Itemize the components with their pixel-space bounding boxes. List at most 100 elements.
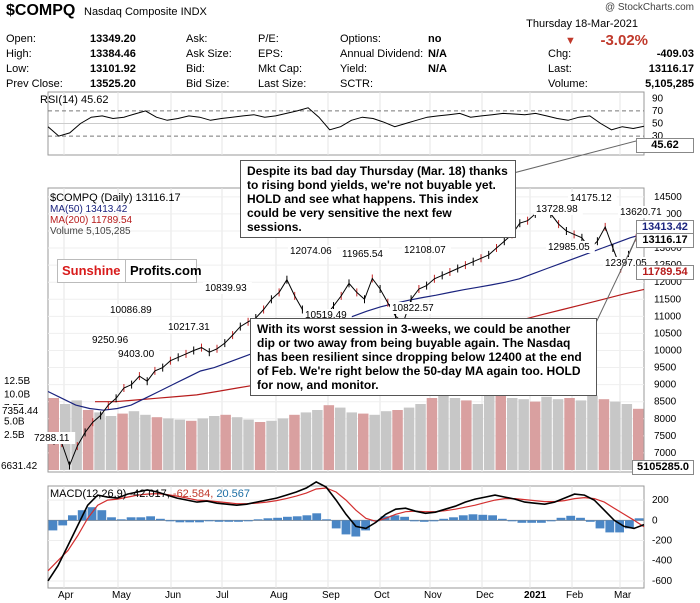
macd-histogram-bar <box>107 517 116 521</box>
volume-bar <box>266 420 277 470</box>
volume-axis-tick: 10.0B <box>4 390 30 401</box>
macd-histogram-bar <box>634 518 644 521</box>
price-annotation-bg <box>568 192 617 204</box>
macd-axis-tick: 0 <box>652 515 658 526</box>
price-axis-tick: 14500 <box>654 192 682 203</box>
macd-histogram-bar <box>165 520 175 522</box>
price-annotation-bg <box>0 405 44 417</box>
price-annotation-bg <box>166 321 215 333</box>
macd-histogram-bar <box>341 520 351 535</box>
callout-top: Despite its bad day Thursday (Mar. 18) t… <box>240 160 516 238</box>
price-annotation: 13620.71 <box>620 207 662 218</box>
volume-bar <box>174 419 186 470</box>
volume-bar <box>151 417 163 470</box>
volume-bar <box>610 401 621 470</box>
volume-bar <box>415 404 426 470</box>
macd-histogram-bar <box>58 520 68 526</box>
price-annotation-bg <box>546 241 595 253</box>
price-annotation-bg <box>108 304 157 316</box>
price-axis-tick: 9000 <box>654 380 677 391</box>
macd-histogram-bar <box>185 520 195 523</box>
macd-histogram-bar <box>390 515 400 521</box>
macd-histogram-bar <box>556 517 566 521</box>
quote-label: EPS: <box>258 48 284 60</box>
macd-histogram-bar <box>204 520 214 522</box>
volume-legend: Volume 5,105,285 <box>50 226 131 237</box>
macd-histogram-bar <box>322 519 331 521</box>
macd-histogram-bar <box>292 516 302 521</box>
volume-axis-tick: 5.0B <box>4 417 25 428</box>
volume-bar <box>277 418 289 470</box>
sunshine-profits-logo: Sunshine Profits.com <box>57 259 202 283</box>
volume-bar <box>403 407 415 470</box>
macd-axis-tick: -600 <box>652 576 672 587</box>
price-annotation: 7354.44 <box>2 406 39 417</box>
quote-value: 13349.20 <box>90 33 136 45</box>
quote-value: N/A <box>428 63 447 75</box>
volume-bar <box>346 412 357 470</box>
macd-histogram-bar <box>507 520 517 522</box>
volume-bar <box>358 413 369 470</box>
macd-histogram-bar <box>605 520 615 533</box>
macd-histogram-bar <box>429 520 439 522</box>
price-legend-title: $COMPQ (Daily) 13116.17 <box>50 192 181 204</box>
volume-bar <box>254 422 266 470</box>
volume-bar <box>598 399 610 470</box>
ma50-legend: MA(50) 13413.42 <box>50 204 128 215</box>
quote-value: -409.03 <box>656 48 694 60</box>
volume-value-badge: 5105285.0 <box>632 460 694 475</box>
quote-value: 5,105,285 <box>645 78 694 90</box>
macd-histogram-bar <box>537 520 546 523</box>
macd-histogram-bar <box>478 514 488 521</box>
price-axis-tick: 13000 <box>654 243 682 254</box>
macd-legend-hist: 20.567 <box>216 488 250 500</box>
macd-histogram-bar <box>566 515 576 521</box>
volume-bar <box>335 407 346 470</box>
volume-bar <box>438 394 449 470</box>
rsi-legend: RSI(14) 45.62 <box>40 94 109 106</box>
macd-histogram-bar <box>585 520 595 522</box>
macd-histogram-bar <box>361 520 370 531</box>
x-tick-label: 2021 <box>524 590 547 601</box>
volume-bar <box>564 398 575 470</box>
price-annotation: 12985.05 <box>548 242 590 253</box>
quote-label: Chg: <box>548 48 572 60</box>
x-tick-label: Feb <box>566 590 584 601</box>
macd-histogram-bar <box>146 516 155 521</box>
price-axis-tick: 14000 <box>654 209 682 220</box>
quote-label: P/E: <box>258 33 279 45</box>
price-annotation: 7288.11 <box>34 433 70 444</box>
macd-histogram-bar <box>458 515 468 521</box>
macd-histogram-bar <box>595 520 605 529</box>
volume-bar <box>117 413 128 470</box>
symbol-title: $COMPQ <box>6 2 76 19</box>
volume-bar <box>209 416 220 470</box>
x-tick-label: Sep <box>322 590 340 601</box>
volume-bar <box>518 399 529 470</box>
volume-bar <box>541 396 552 470</box>
macd-histogram-bar <box>468 514 478 521</box>
price-annotation-bg <box>618 206 667 218</box>
x-tick-label: Oct <box>374 590 390 601</box>
x-tick-label: Jun <box>165 590 181 601</box>
logo-part2: Profits.com <box>130 263 202 278</box>
macd-histogram-bar <box>488 515 497 521</box>
macd-legend: MACD(12,26,9) -42.017, -62.584, 20.567 <box>50 488 250 500</box>
macd-histogram-bar <box>224 520 234 522</box>
rsi-axis-tick: 90 <box>652 93 664 104</box>
volume-bar <box>163 418 174 470</box>
volume-bar <box>587 395 598 470</box>
price-axis-tick: 10500 <box>654 328 682 339</box>
volume-bar <box>300 412 312 470</box>
price-annotation: 12397.05 <box>605 258 647 269</box>
quote-label: SCTR: <box>340 78 373 90</box>
price-annotation-bg <box>0 460 43 472</box>
volume-bar <box>312 410 323 470</box>
price-annotation: 10086.89 <box>110 305 152 316</box>
ma200-legend: MA(200) 11789.54 <box>50 215 133 226</box>
macd-histogram-bar <box>517 520 527 523</box>
macd-histogram-bar <box>625 520 634 529</box>
macd-line <box>47 480 645 582</box>
volume-bar <box>243 419 254 470</box>
quote-label: Ask Size: <box>186 48 232 60</box>
